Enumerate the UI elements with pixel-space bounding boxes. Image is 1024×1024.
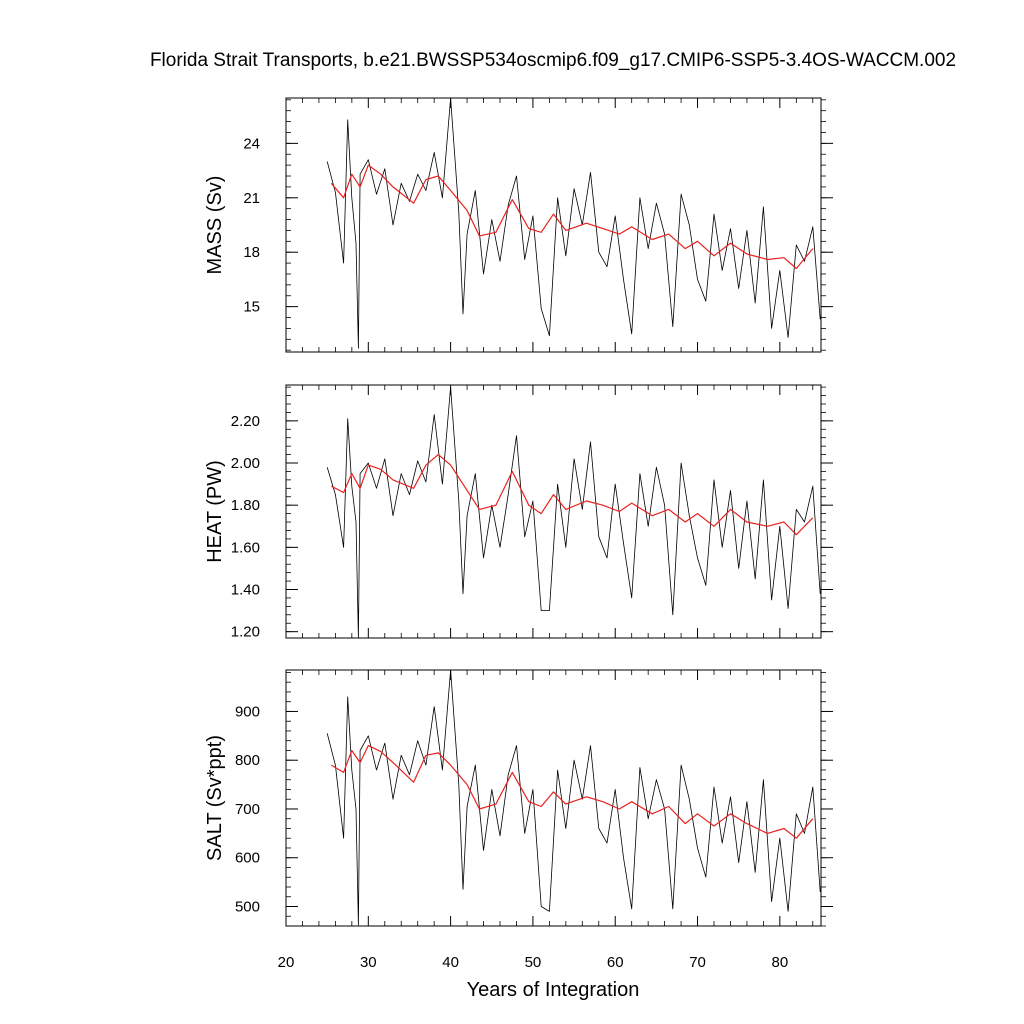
heat-y-tick-label: 2.20: [231, 413, 260, 430]
x-tick-label: 20: [278, 954, 295, 971]
heat-smooth-series-line: [331, 454, 814, 536]
salt-y-axis-label: SALT (Sv*ppt): [204, 735, 226, 861]
mass-plot-frame: [285, 97, 822, 353]
heat-y-tick-label: 2.00: [231, 455, 260, 472]
salt-y-tick-label: 500: [235, 898, 260, 915]
x-tick-label: 50: [525, 954, 542, 971]
heat-panel: 1.20 1.40 1.60 1.80 2.00 2.20 HEAT (PW): [204, 384, 833, 641]
x-tick-label: 60: [607, 954, 624, 971]
heat-y-tick-label: 1.40: [231, 582, 260, 599]
mass-y-tick-label: 15: [243, 299, 260, 316]
salt-smooth-series-line: [330, 744, 814, 839]
x-axis-label: Years of Integration: [467, 979, 640, 1001]
heat-y-tick-label: 1.20: [231, 624, 260, 641]
x-tick-label: 70: [689, 954, 706, 971]
heat-plot-frame: [285, 384, 822, 639]
x-tick-label: 40: [442, 954, 459, 971]
mass-y-tick-label: 18: [243, 244, 260, 261]
salt-y-tick-label: 700: [235, 801, 260, 818]
salt-panel: 20 30 40 50 60 70 80 500 600 700 800 900 SALT (Sv*p…: [204, 669, 833, 971]
x-tick-label: 30: [360, 954, 377, 971]
figure-title: Florida Strait Transports, b.e21.BWSSP53…: [150, 50, 956, 71]
salt-plot-frame: [285, 669, 822, 927]
salt-y-tick-label: 800: [235, 752, 260, 769]
x-tick-label: 80: [772, 954, 789, 971]
mass-smooth-series-line: [330, 164, 814, 270]
heat-y-tick-label: 1.80: [231, 497, 260, 514]
mass-y-tick-label: 24: [243, 135, 260, 152]
mass-panel: 15 18 21 24 MASS (Sv): [204, 97, 833, 353]
salt-y-tick-label: 900: [235, 703, 260, 720]
heat-monthly-series-line: [326, 386, 821, 639]
salt-monthly-series-line: [326, 669, 821, 926]
mass-y-tick-label: 21: [243, 190, 260, 207]
salt-y-tick-label: 600: [235, 850, 260, 867]
mass-y-axis-label: MASS (Sv): [204, 176, 226, 275]
heat-y-axis-label: HEAT (PW): [204, 460, 226, 563]
mass-monthly-series-line: [326, 97, 821, 349]
heat-y-tick-label: 1.60: [231, 539, 260, 556]
